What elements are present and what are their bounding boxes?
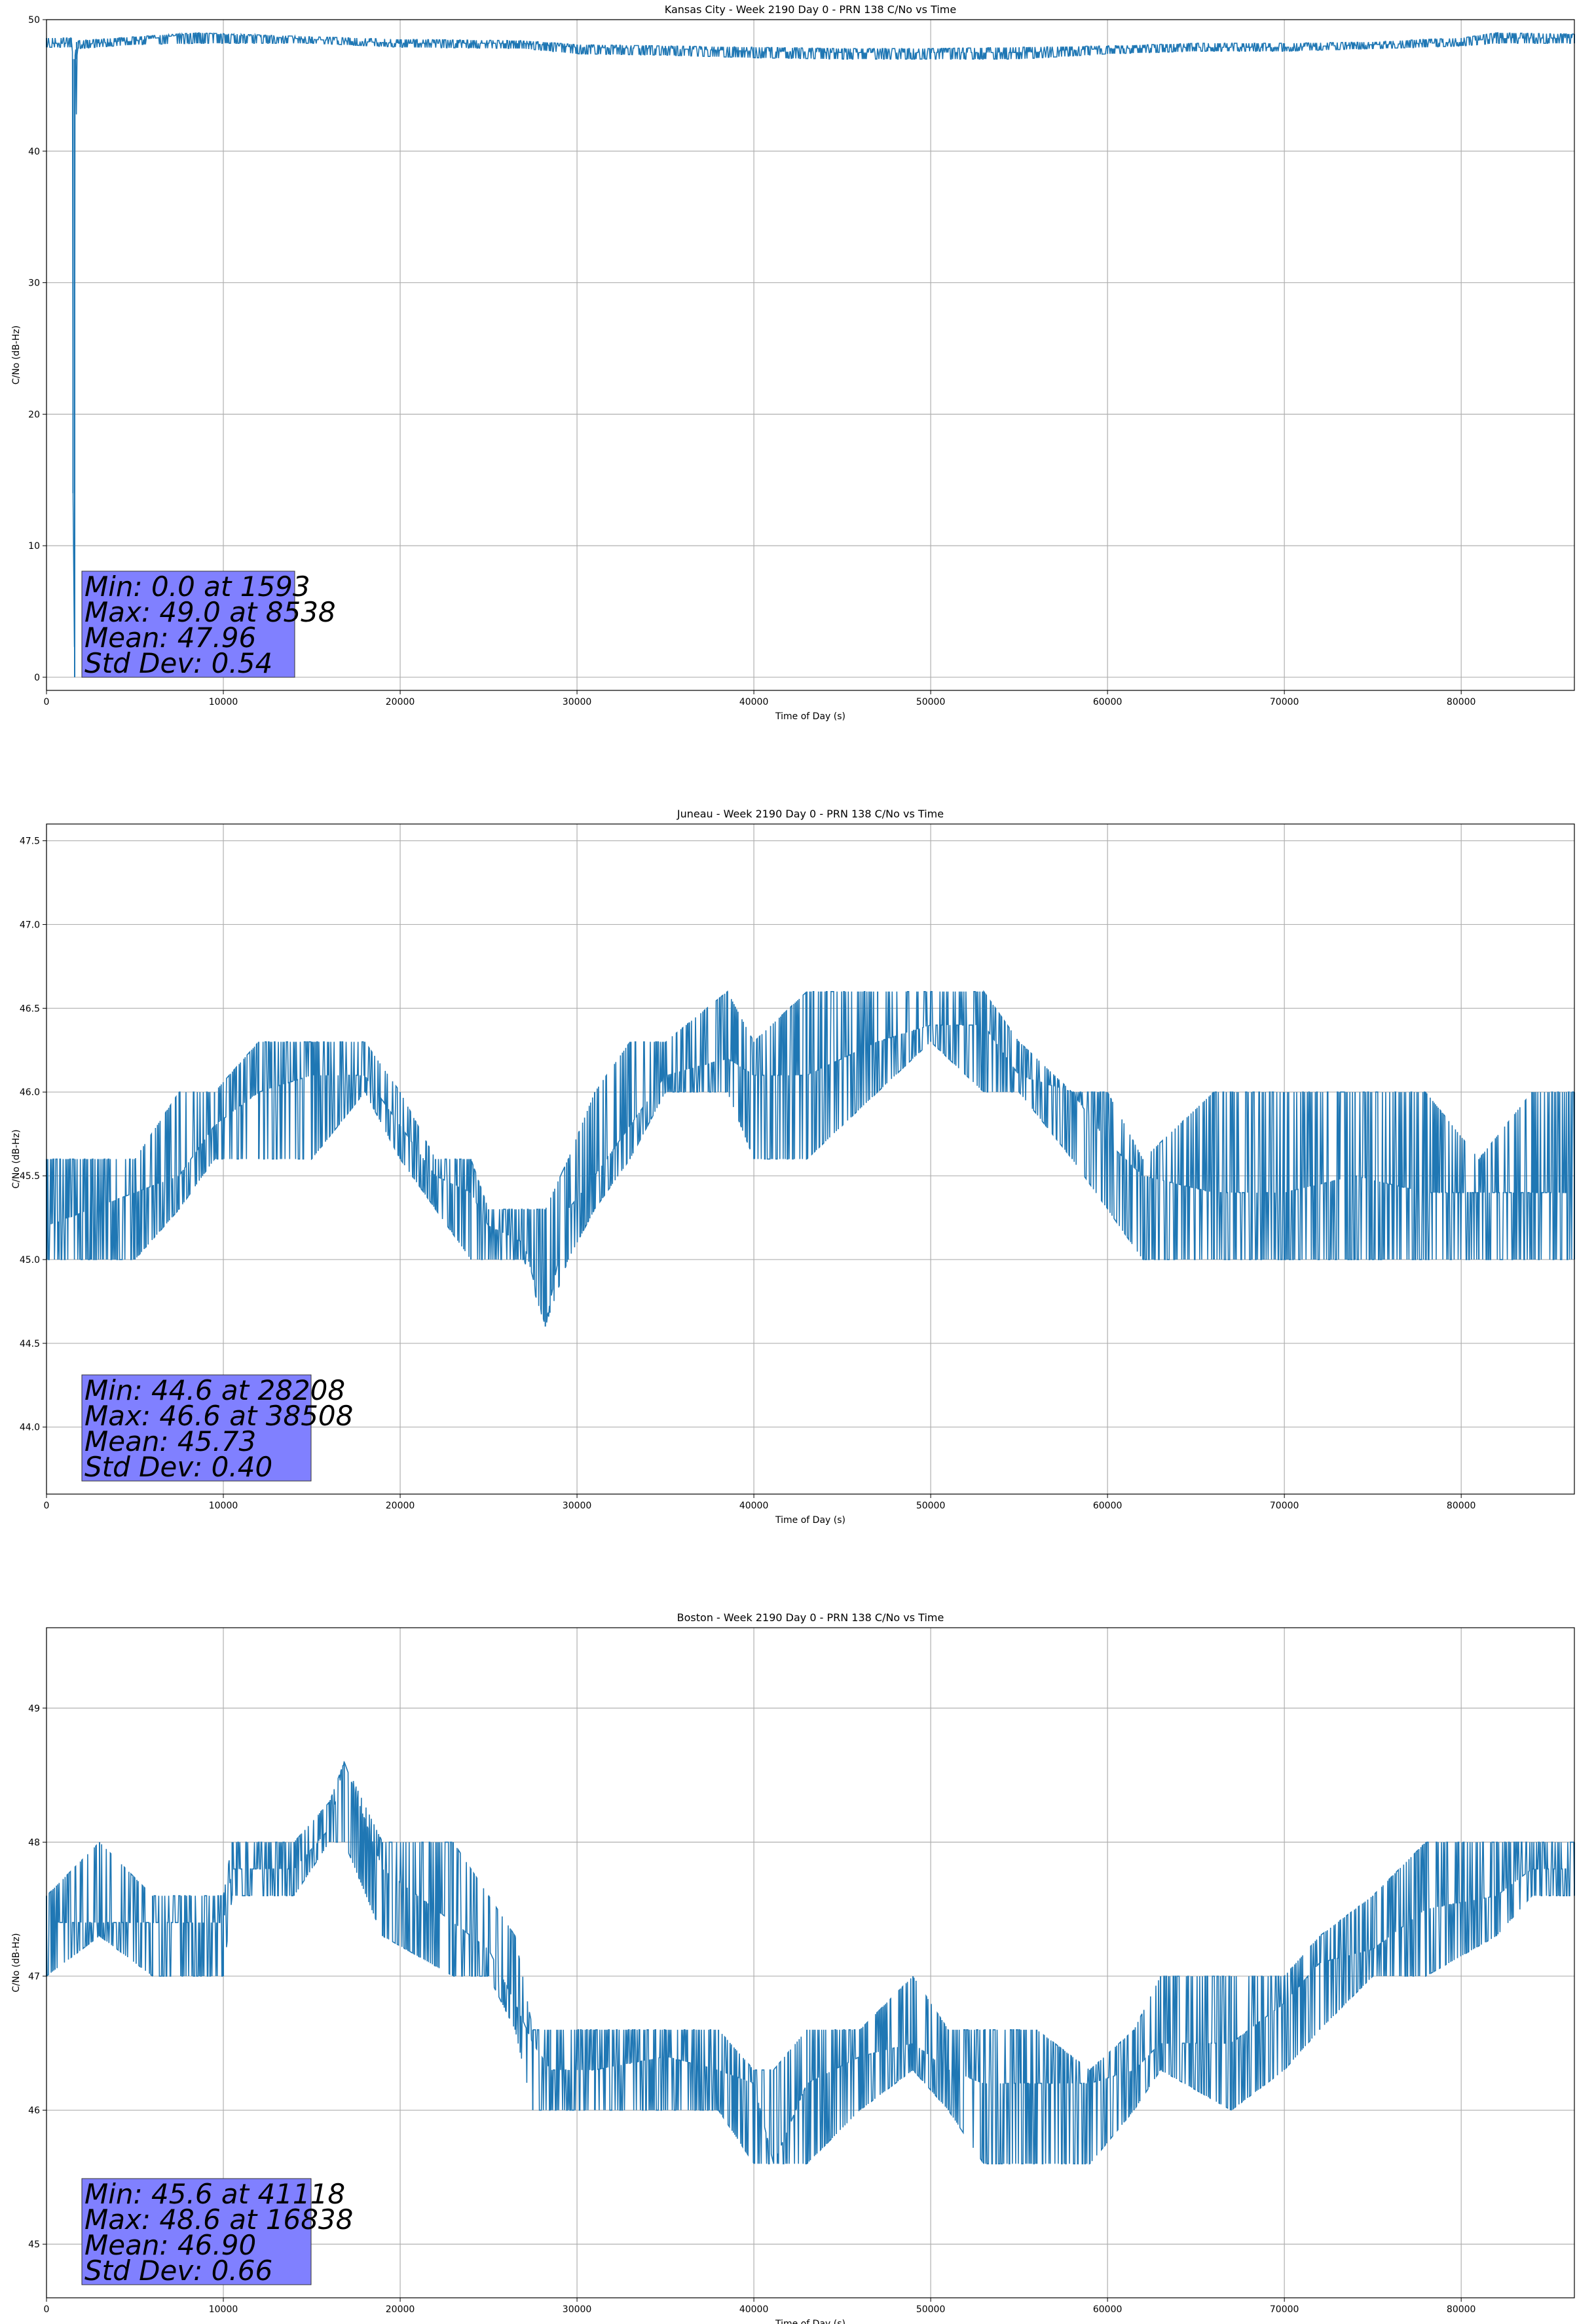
x-tick-label: 20000 bbox=[386, 697, 415, 707]
x-tick-label: 60000 bbox=[1093, 1501, 1122, 1511]
stats-line: Std Dev: 0.40 bbox=[84, 1451, 272, 1483]
x-axis-label: Time of Day (s) bbox=[775, 2319, 845, 2324]
x-tick-label: 30000 bbox=[563, 697, 592, 707]
y-tick-label: 47.5 bbox=[20, 836, 40, 847]
y-tick-label: 40 bbox=[28, 147, 40, 157]
stats-line: Mean: 45.73 bbox=[84, 1425, 256, 1457]
x-tick-label: 10000 bbox=[209, 2304, 238, 2315]
y-axis-label: C/No (dB-Hz) bbox=[11, 1933, 22, 1992]
stats-line: Max: 46.6 at 38508 bbox=[84, 1400, 353, 1432]
y-tick-label: 49 bbox=[28, 1704, 40, 1714]
stats-line: Min: 45.6 at 41118 bbox=[84, 2178, 345, 2210]
x-tick-label: 50000 bbox=[916, 697, 946, 707]
series-trace bbox=[46, 32, 1574, 647]
x-tick-label: 30000 bbox=[563, 1501, 592, 1511]
stats-line: Std Dev: 0.66 bbox=[84, 2255, 272, 2287]
stats-line: Max: 48.6 at 16838 bbox=[84, 2203, 353, 2236]
stats-line: Min: 0.0 at 1593 bbox=[84, 571, 310, 603]
x-tick-label: 50000 bbox=[916, 1501, 946, 1511]
x-tick-label: 40000 bbox=[739, 1501, 769, 1511]
y-tick-label: 45.0 bbox=[20, 1255, 40, 1265]
x-tick-label: 40000 bbox=[739, 2304, 769, 2315]
x-tick-label: 20000 bbox=[386, 1501, 415, 1511]
y-tick-label: 30 bbox=[28, 278, 40, 289]
stats-line: Mean: 47.96 bbox=[84, 622, 256, 654]
x-tick-label: 0 bbox=[44, 1501, 50, 1511]
stats-box bbox=[81, 2178, 312, 2285]
x-tick-label: 40000 bbox=[739, 697, 769, 707]
x-axis-label: Time of Day (s) bbox=[775, 711, 845, 722]
x-tick-label: 30000 bbox=[563, 2304, 592, 2315]
chart-title: Juneau - Week 2190 Day 0 - PRN 138 C/No … bbox=[677, 808, 944, 820]
x-tick-label: 60000 bbox=[1093, 2304, 1122, 2315]
x-tick-label: 60000 bbox=[1093, 697, 1122, 707]
y-tick-label: 45 bbox=[28, 2240, 40, 2250]
y-tick-label: 45.5 bbox=[20, 1171, 40, 1182]
stats-line: Min: 44.6 at 28208 bbox=[84, 1374, 345, 1406]
y-tick-label: 46.0 bbox=[20, 1087, 40, 1098]
plot-frame bbox=[46, 19, 1575, 691]
chart-panel-1: 0 10000 20000 30000 40000 50000 60000 70000 8000… bbox=[11, 808, 1575, 1526]
x-tick-label: 10000 bbox=[209, 697, 238, 707]
x-tick-label: 70000 bbox=[1270, 1501, 1299, 1511]
y-tick-label: 47 bbox=[28, 1972, 40, 1982]
y-axis-label: C/No (dB-Hz) bbox=[11, 1129, 22, 1188]
chart-panel-2: 0 10000 20000 30000 40000 50000 60000 70000 8000… bbox=[11, 1611, 1575, 2324]
stats-line: Mean: 46.90 bbox=[84, 2229, 256, 2261]
y-tick-label: 50 bbox=[28, 15, 40, 26]
stats-line: Std Dev: 0.54 bbox=[84, 647, 272, 679]
series-trace bbox=[46, 990, 1575, 1326]
stats-line: Max: 49.0 at 8538 bbox=[84, 596, 336, 628]
stats-box bbox=[81, 1374, 312, 1482]
y-tick-label: 46.5 bbox=[20, 1003, 40, 1014]
x-tick-label: 80000 bbox=[1447, 1501, 1476, 1511]
x-tick-label: 50000 bbox=[916, 2304, 946, 2315]
y-tick-label: 44.0 bbox=[20, 1423, 40, 1433]
y-axis-label: C/No (dB-Hz) bbox=[11, 326, 22, 384]
plot-frame bbox=[46, 823, 1575, 1495]
plot-frame bbox=[46, 1627, 1575, 2298]
series-trace bbox=[46, 1761, 1575, 2165]
x-tick-label: 20000 bbox=[386, 2304, 415, 2315]
chart-title: Kansas City - Week 2190 Day 0 - PRN 138 … bbox=[665, 3, 956, 16]
chart-panel-0: 0 10000 20000 30000 40000 50000 60000 70000 8000… bbox=[11, 3, 1575, 722]
y-tick-label: 48 bbox=[28, 1837, 40, 1848]
y-tick-label: 10 bbox=[28, 541, 40, 552]
x-tick-label: 0 bbox=[44, 2304, 50, 2315]
x-tick-label: 10000 bbox=[209, 1501, 238, 1511]
x-tick-label: 80000 bbox=[1447, 2304, 1476, 2315]
y-tick-label: 20 bbox=[28, 409, 40, 420]
x-axis-label: Time of Day (s) bbox=[775, 1515, 845, 1526]
y-tick-label: 0 bbox=[34, 673, 40, 683]
x-tick-label: 70000 bbox=[1270, 2304, 1299, 2315]
y-tick-label: 44.5 bbox=[20, 1339, 40, 1349]
stats-box bbox=[81, 571, 295, 678]
x-tick-label: 0 bbox=[44, 697, 50, 707]
y-tick-label: 46 bbox=[28, 2106, 40, 2116]
chart-title: Boston - Week 2190 Day 0 - PRN 138 C/No … bbox=[677, 1611, 944, 1624]
y-tick-label: 47.0 bbox=[20, 920, 40, 930]
x-tick-label: 80000 bbox=[1447, 697, 1476, 707]
x-tick-label: 70000 bbox=[1270, 697, 1299, 707]
